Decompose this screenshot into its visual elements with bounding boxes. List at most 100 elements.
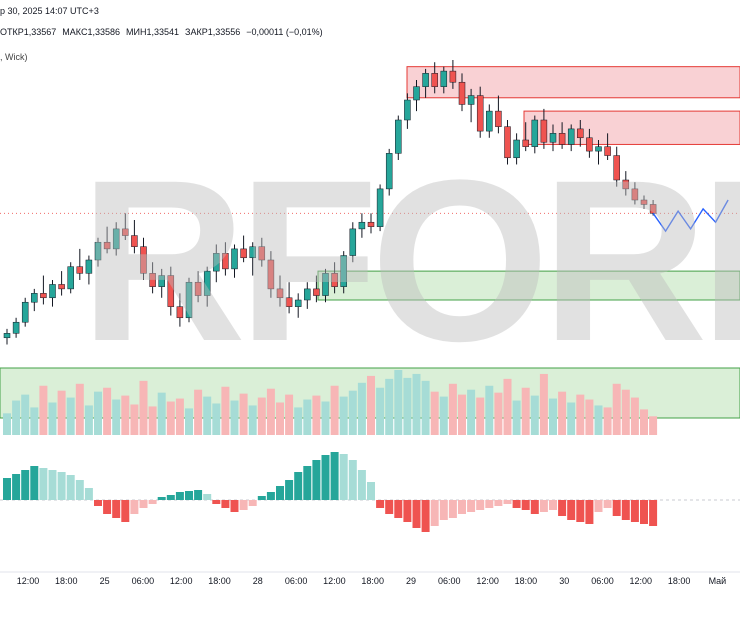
candle-body[interactable] <box>31 293 38 303</box>
candle-body[interactable] <box>85 259 93 274</box>
candle-body[interactable] <box>76 266 84 274</box>
candle-body[interactable] <box>67 266 74 290</box>
oscillator-bar <box>603 500 612 508</box>
candle-body[interactable] <box>558 133 566 145</box>
candle-body[interactable] <box>203 270 211 296</box>
candle-body[interactable] <box>467 95 475 105</box>
volume-bar <box>194 389 203 435</box>
oscillator-bar <box>394 500 403 518</box>
candle-body[interactable] <box>622 179 630 190</box>
candle-body[interactable] <box>595 146 602 152</box>
candle-body[interactable] <box>231 248 238 270</box>
candle-body[interactable] <box>449 70 457 83</box>
candle-body[interactable] <box>440 70 448 87</box>
candle-body[interactable] <box>531 119 539 147</box>
oscillator-bar <box>266 492 275 500</box>
oscillator-bar <box>385 500 394 514</box>
candle-body[interactable] <box>486 110 493 132</box>
time-axis-label: 18:00 <box>361 576 384 586</box>
candle-body[interactable] <box>613 155 620 181</box>
candle-body[interactable] <box>458 81 466 105</box>
candle-body[interactable] <box>249 246 256 259</box>
oscillator-bar <box>485 500 494 508</box>
candle-body[interactable] <box>267 259 275 290</box>
time-axis-label: 25 <box>100 576 110 586</box>
candle-body[interactable] <box>149 273 156 287</box>
oscillator-bar <box>567 500 576 520</box>
oscillator-bar <box>448 500 457 518</box>
oscillator-bar <box>84 488 93 500</box>
candle-body[interactable] <box>431 73 438 87</box>
candle-body[interactable] <box>194 281 202 296</box>
indicator-legend[interactable]: , Wick) <box>0 52 28 62</box>
candle-body[interactable] <box>222 253 229 270</box>
candle-body[interactable] <box>140 246 147 274</box>
candle-body[interactable] <box>213 253 220 272</box>
supply-zone-lower[interactable] <box>523 110 740 145</box>
candle-body[interactable] <box>158 275 165 287</box>
time-axis-label: Май <box>709 576 727 586</box>
candle-body[interactable] <box>40 293 47 299</box>
candle-body[interactable] <box>522 139 529 147</box>
oscillator-bar <box>430 500 439 526</box>
candle-body[interactable] <box>240 248 247 259</box>
candle-body[interactable] <box>285 297 293 307</box>
candle-body[interactable] <box>122 228 129 236</box>
candle-body[interactable] <box>185 281 193 319</box>
candle-body[interactable] <box>376 188 384 227</box>
time-axis-label: 06:00 <box>285 576 308 586</box>
candle-body[interactable] <box>567 128 575 145</box>
candle-body[interactable] <box>476 95 484 132</box>
candle-body[interactable] <box>549 133 557 143</box>
candle-body[interactable] <box>103 241 111 250</box>
candle-body[interactable] <box>604 146 611 156</box>
volume-bar <box>312 395 321 435</box>
volume-bar <box>266 388 275 435</box>
candle-body[interactable] <box>167 275 175 307</box>
candle-body[interactable] <box>258 246 266 261</box>
candle-body[interactable] <box>313 288 320 296</box>
oscillator-bar <box>412 500 421 528</box>
candle-body[interactable] <box>395 119 402 154</box>
candle-body[interactable] <box>577 128 584 139</box>
candle-body[interactable] <box>640 199 648 205</box>
demand-zone[interactable] <box>317 270 740 301</box>
candle-body[interactable] <box>131 235 138 247</box>
candle-body[interactable] <box>294 299 302 307</box>
candle-body[interactable] <box>21 301 29 323</box>
candle-body[interactable] <box>276 288 284 299</box>
candle-body[interactable] <box>94 241 102 261</box>
oscillator-bar <box>48 470 57 500</box>
candle-body[interactable] <box>58 284 65 290</box>
candle-body[interactable] <box>495 110 502 127</box>
candle-body[interactable] <box>49 284 56 299</box>
candle-body[interactable] <box>513 139 520 159</box>
candle-body[interactable] <box>322 273 329 296</box>
candle-body[interactable] <box>331 273 338 287</box>
candle-body[interactable] <box>340 255 347 287</box>
candle-body[interactable] <box>649 204 657 214</box>
candle-body[interactable] <box>422 73 429 87</box>
supply-zone-upper[interactable] <box>406 66 740 99</box>
oscillator-bar <box>185 491 193 500</box>
candle-body[interactable] <box>358 221 366 230</box>
candle-body[interactable] <box>540 119 548 143</box>
time-axis-label: 12:00 <box>170 576 193 586</box>
candle-body[interactable] <box>112 228 120 250</box>
candle-body[interactable] <box>413 86 420 101</box>
oscillator-bar <box>230 500 239 512</box>
candle-body[interactable] <box>3 333 11 339</box>
candle-body[interactable] <box>504 126 511 159</box>
candle-body[interactable] <box>404 99 411 121</box>
candle-body[interactable] <box>304 288 311 301</box>
volume-bar <box>139 380 148 435</box>
candle-body[interactable] <box>586 137 593 152</box>
chart-date-line: р 30, 2025 14:07 UTC+3 <box>0 6 99 16</box>
candle-body[interactable] <box>367 221 375 227</box>
candle-body[interactable] <box>349 228 357 256</box>
candle-body[interactable] <box>385 153 393 190</box>
candle-body[interactable] <box>12 321 20 334</box>
candle-body[interactable] <box>176 306 184 319</box>
candle-body[interactable] <box>631 188 639 201</box>
